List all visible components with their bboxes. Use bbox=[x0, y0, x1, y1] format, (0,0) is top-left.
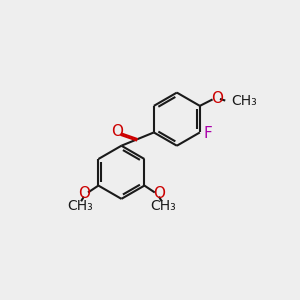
Text: CH₃: CH₃ bbox=[232, 94, 257, 108]
Text: O: O bbox=[211, 91, 223, 106]
Text: CH₃: CH₃ bbox=[150, 199, 176, 213]
Text: CH₃: CH₃ bbox=[67, 199, 93, 213]
Text: O: O bbox=[111, 124, 123, 139]
Text: F: F bbox=[204, 126, 212, 141]
Text: O: O bbox=[153, 186, 165, 201]
Text: O: O bbox=[78, 186, 90, 201]
